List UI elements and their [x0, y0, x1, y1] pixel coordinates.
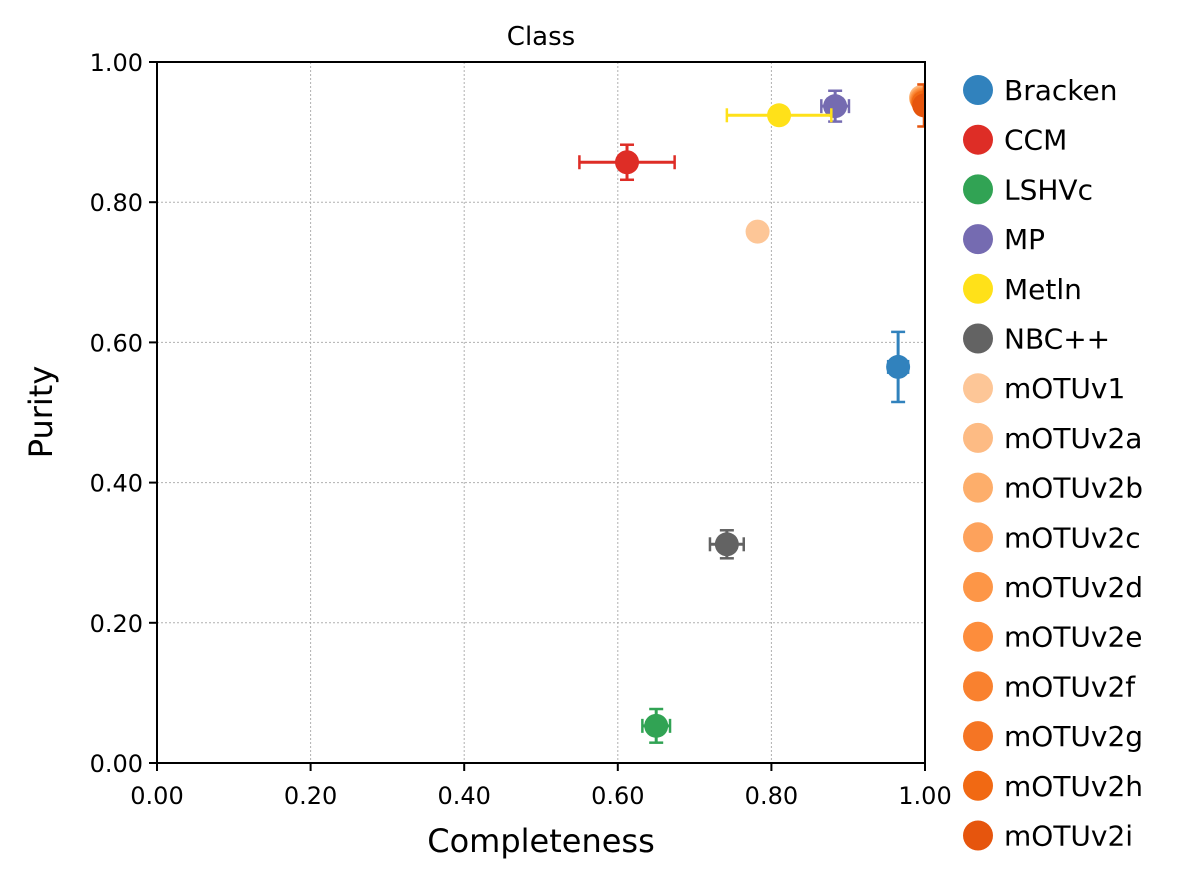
legend-label: mOTUv2c	[1004, 521, 1141, 554]
x-tick-label: 0.40	[437, 782, 490, 810]
legend-label: mOTUv2f	[1004, 670, 1136, 703]
data-point	[912, 93, 925, 118]
y-tick-label: 0.80	[90, 189, 143, 217]
legend-label: CCM	[1004, 124, 1067, 157]
legend-marker	[963, 224, 993, 255]
legend-marker	[963, 75, 993, 105]
x-axis-label: Completeness	[427, 822, 655, 860]
legend-label: mOTUv2h	[1004, 770, 1143, 803]
legend-item: Bracken	[963, 74, 1117, 107]
legend-label: mOTUv2g	[1004, 720, 1143, 753]
legend-marker	[963, 770, 993, 801]
legend-item: mOTUv2a	[963, 422, 1142, 455]
legend-item: mOTUv2d	[963, 571, 1143, 604]
legend-item: mOTUv2f	[963, 670, 1136, 703]
legend-item: LSHVc	[963, 173, 1093, 206]
legend-marker	[963, 721, 993, 752]
y-tick-label: 1.00	[90, 49, 143, 77]
legend-item: MP	[963, 223, 1045, 256]
legend-label: MP	[1004, 223, 1045, 256]
x-tick-label: 1.00	[898, 782, 951, 810]
data-point-group	[578, 143, 676, 182]
data-point	[714, 532, 739, 557]
legend-label: LSHVc	[1004, 173, 1093, 206]
data-point-group	[641, 707, 672, 744]
y-axis-label: Purity	[22, 366, 60, 459]
y-tick-label: 0.00	[90, 750, 143, 778]
data-point	[886, 354, 911, 379]
legend-item: NBC++	[963, 323, 1110, 356]
legend-marker	[963, 422, 993, 453]
plot-frame	[156, 61, 926, 764]
data-point-group	[745, 219, 770, 244]
legend-label: mOTUv2a	[1004, 422, 1142, 455]
legend-marker	[963, 373, 993, 404]
legend-item: Metln	[963, 273, 1082, 306]
legend: Bracken CCM LSHVc MP Metln NBC++ mOTUv1 mOTUv2a…	[963, 74, 1143, 853]
legend-label: Metln	[1004, 273, 1082, 306]
legend-marker	[963, 522, 993, 553]
legend-item: mOTUv2c	[963, 521, 1141, 554]
legend-marker	[963, 472, 993, 503]
legend-marker	[963, 124, 993, 155]
legend-marker	[963, 572, 993, 602]
legend-label: mOTUv2e	[1004, 621, 1143, 654]
y-tick-label: 0.60	[90, 329, 143, 357]
data-point-group	[820, 89, 851, 123]
legend-label: mOTUv1	[1004, 372, 1125, 405]
x-tick-label: 0.80	[745, 782, 798, 810]
legend-marker	[963, 174, 993, 205]
legend-label: mOTUv2i	[1004, 820, 1133, 853]
legend-marker	[963, 820, 993, 851]
legend-item: mOTUv2i	[963, 820, 1133, 853]
x-tick-label: 0.00	[130, 782, 183, 810]
legend-item: mOTUv2e	[963, 621, 1143, 654]
grid-lines	[157, 62, 925, 763]
legend-label: Bracken	[1004, 74, 1117, 107]
legend-item: mOTUv2b	[963, 472, 1143, 505]
data-point	[745, 219, 770, 244]
chart-title: Class	[507, 22, 575, 52]
y-tick-label: 0.40	[90, 470, 143, 498]
legend-marker	[963, 273, 993, 304]
data-point	[823, 94, 848, 119]
data-point	[644, 713, 669, 738]
legend-item: mOTUv1	[963, 372, 1125, 405]
data-point-group	[725, 103, 833, 128]
legend-item: mOTUv2g	[963, 720, 1143, 753]
legend-label: mOTUv2d	[1004, 571, 1143, 604]
data-point	[767, 103, 792, 128]
x-tick-label: 0.20	[284, 782, 337, 810]
data-points	[578, 83, 925, 744]
data-point-group	[886, 330, 911, 404]
legend-marker	[963, 671, 993, 702]
axis-ticks: 0.00 0.20 0.40 0.60 0.80 1.00 0.00 0.20 0.40 0.60…	[90, 49, 952, 810]
legend-label: NBC++	[1004, 323, 1110, 356]
x-tick-label: 0.60	[591, 782, 644, 810]
legend-item: mOTUv2h	[963, 770, 1143, 803]
legend-item: CCM	[963, 124, 1067, 157]
data-point-group	[708, 529, 746, 560]
data-point	[615, 150, 640, 175]
legend-label: mOTUv2b	[1004, 472, 1143, 505]
legend-marker	[963, 621, 993, 652]
y-tick-label: 0.20	[90, 610, 143, 638]
legend-marker	[963, 323, 993, 354]
